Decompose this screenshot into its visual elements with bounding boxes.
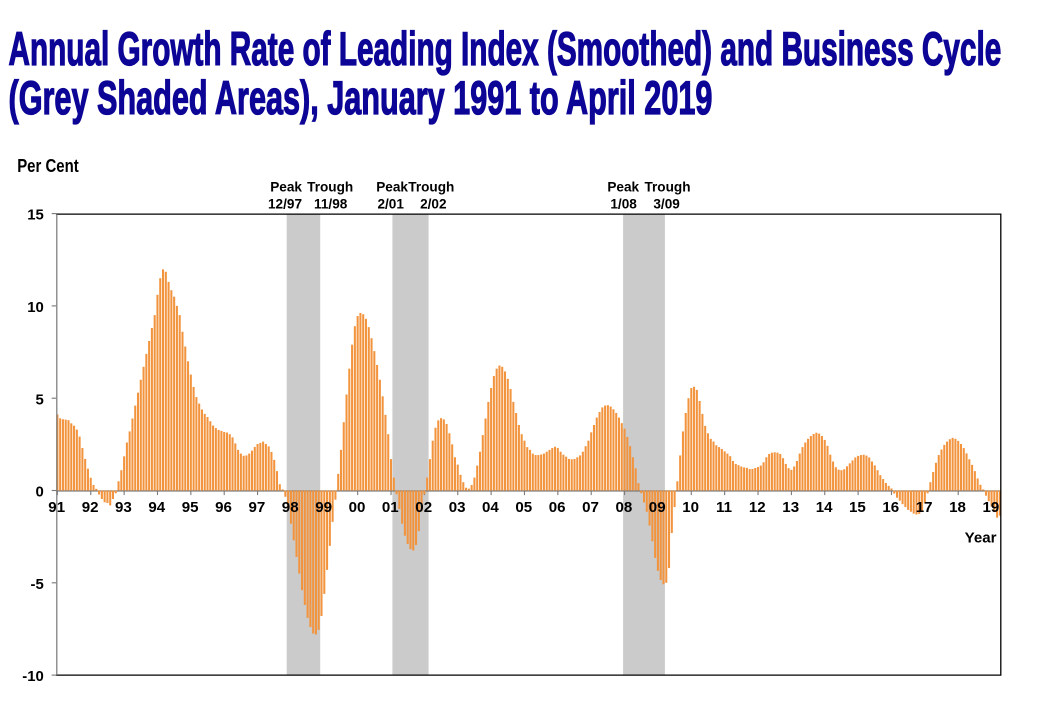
svg-text:Per Cent: Per Cent [17, 155, 79, 176]
svg-text:Trough: Trough [408, 180, 454, 195]
svg-text:-10: -10 [22, 669, 44, 685]
svg-text:16: 16 [882, 499, 899, 516]
svg-text:Peak: Peak [607, 180, 639, 195]
svg-text:Trough: Trough [307, 180, 353, 195]
svg-text:19: 19 [983, 499, 1000, 516]
svg-text:17: 17 [916, 499, 933, 516]
svg-text:-5: -5 [31, 577, 44, 593]
svg-text:Year: Year [965, 530, 997, 547]
svg-text:08: 08 [616, 499, 633, 516]
svg-text:11/98: 11/98 [314, 196, 348, 211]
svg-text:18: 18 [949, 499, 966, 516]
svg-text:06: 06 [549, 499, 566, 516]
svg-text:95: 95 [182, 499, 199, 516]
svg-text:02: 02 [415, 499, 432, 516]
svg-text:0: 0 [36, 485, 44, 501]
svg-text:2/01: 2/01 [377, 196, 404, 211]
svg-text:1/08: 1/08 [610, 196, 637, 211]
svg-text:Annual Growth Rate of Leading: Annual Growth Rate of Leading Index (Smo… [9, 23, 1002, 76]
svg-text:(Grey Shaded Areas), January 1: (Grey Shaded Areas), January 1991 to Apr… [9, 73, 713, 125]
svg-text:3/09: 3/09 [653, 196, 680, 211]
svg-text:98: 98 [282, 499, 299, 516]
svg-text:01: 01 [382, 499, 399, 516]
svg-text:10: 10 [682, 499, 699, 516]
svg-text:10: 10 [27, 300, 44, 316]
svg-text:99: 99 [315, 499, 332, 516]
svg-text:Peak: Peak [270, 180, 302, 195]
svg-text:5: 5 [36, 392, 44, 408]
svg-text:09: 09 [649, 499, 666, 516]
svg-text:14: 14 [816, 499, 833, 516]
svg-text:07: 07 [582, 499, 599, 516]
svg-text:15: 15 [849, 499, 866, 516]
svg-text:Trough: Trough [644, 180, 690, 195]
svg-text:97: 97 [249, 499, 266, 516]
svg-text:91: 91 [48, 499, 65, 516]
svg-text:11: 11 [716, 499, 732, 516]
svg-text:Peak: Peak [376, 180, 408, 195]
svg-text:00: 00 [349, 499, 366, 516]
svg-text:96: 96 [215, 499, 232, 516]
svg-text:12/97: 12/97 [268, 196, 302, 211]
svg-text:12: 12 [749, 499, 766, 516]
svg-text:13: 13 [782, 499, 799, 516]
svg-text:03: 03 [449, 499, 466, 516]
svg-text:04: 04 [482, 499, 499, 516]
svg-text:93: 93 [115, 499, 132, 516]
svg-text:2/02: 2/02 [420, 196, 447, 211]
svg-text:15: 15 [27, 208, 44, 224]
svg-text:05: 05 [515, 499, 532, 516]
svg-text:94: 94 [148, 499, 165, 516]
svg-text:92: 92 [82, 499, 99, 516]
